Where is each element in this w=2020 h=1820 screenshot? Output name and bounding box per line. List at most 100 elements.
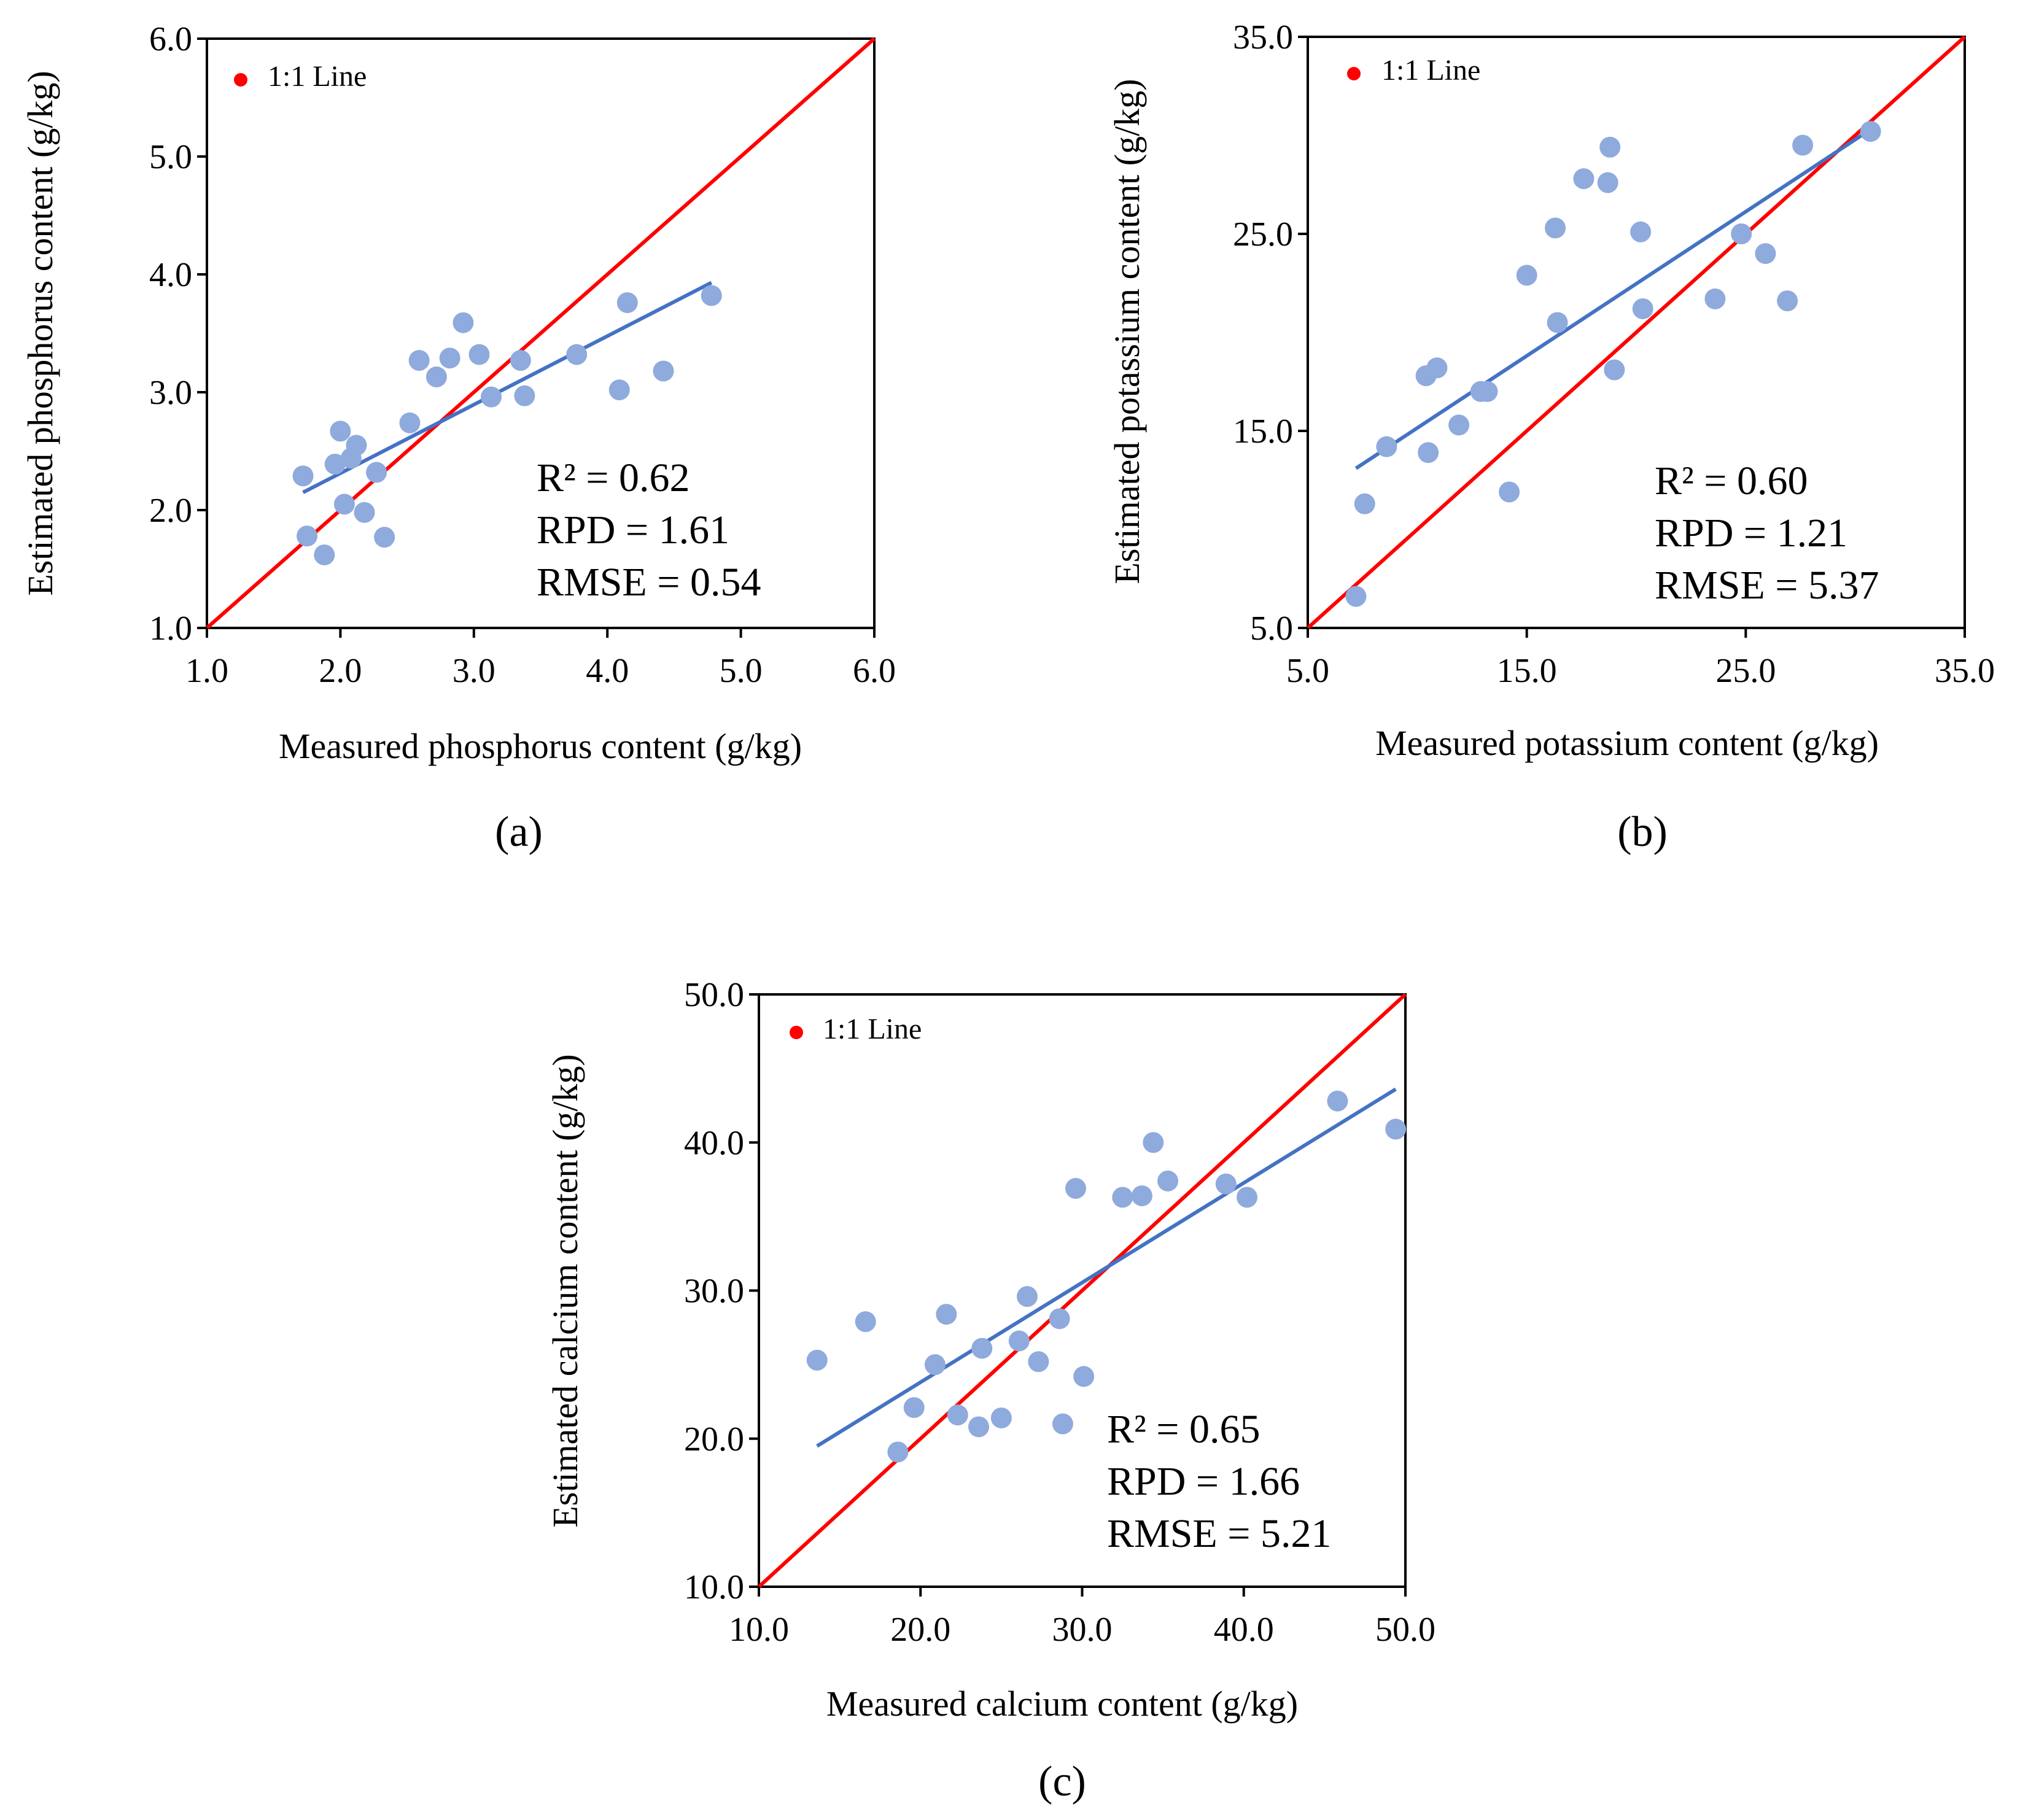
stats-a: R² = 0.62 RPD = 1.61 RMSE = 0.54 [537, 455, 761, 605]
y-tick-label-c: 50.0 [684, 976, 744, 1014]
data-point-c-24 [1327, 1090, 1348, 1112]
data-point-c-2 [855, 1311, 876, 1333]
data-point-c-19 [1131, 1185, 1152, 1207]
panel-a: 1.0 2.0 3.0 4.0 5.0 6.0 1.0 2.0 3.0 4.0 5.0 6.0 1:1… [20, 20, 896, 856]
data-point-a-19 [510, 350, 531, 371]
identity-line-c [757, 993, 1407, 1589]
x-tick-label-a: 5.0 [720, 652, 763, 690]
data-point-b-16 [1599, 136, 1621, 158]
y-tick-label-b: 25.0 [1233, 215, 1293, 254]
data-point-b-14 [1573, 168, 1595, 190]
data-point-c-14 [1049, 1308, 1070, 1330]
data-point-c-18 [1112, 1187, 1133, 1208]
data-point-b-6 [1426, 357, 1448, 379]
legend-marker-a [234, 73, 247, 87]
legend-label-b: 1:1 Line [1381, 54, 1480, 87]
y-tick-label-b: 5.0 [1250, 610, 1293, 648]
stats-c: R² = 0.65 RPD = 1.66 RMSE = 5.21 [1107, 1407, 1331, 1556]
data-point-b-21 [1731, 223, 1752, 244]
y-tick-label-a: 3.0 [149, 374, 192, 412]
x-tick-label-c: 10.0 [729, 1611, 789, 1649]
y-tick-label-a: 5.0 [149, 138, 192, 176]
data-point-c-15 [1052, 1413, 1073, 1435]
data-point-b-11 [1516, 265, 1537, 286]
fit-line-b [1354, 128, 1872, 470]
data-point-a-23 [616, 292, 638, 314]
panel-label-b: (b) [1617, 808, 1668, 856]
data-point-b-17 [1604, 359, 1625, 381]
x-tick-label-a: 6.0 [853, 652, 896, 690]
data-point-b-12 [1545, 217, 1566, 239]
data-point-a-17 [468, 344, 490, 365]
legend-label-a: 1:1 Line [268, 60, 367, 93]
x-tick-label-b: 5.0 [1286, 652, 1329, 690]
identity-line-a [206, 37, 876, 630]
data-point-b-7 [1448, 414, 1470, 436]
data-point-c-9 [971, 1338, 993, 1359]
data-point-b-1 [1345, 586, 1367, 607]
data-point-a-1 [292, 465, 314, 487]
fit-line-a [302, 281, 713, 494]
data-point-b-23 [1777, 290, 1798, 312]
x-axis-label-a: Measured phosphorus content (g/kg) [279, 726, 802, 766]
data-point-b-10 [1499, 481, 1520, 503]
y-tick-label-c: 20.0 [684, 1420, 744, 1458]
data-point-a-2 [297, 525, 318, 547]
stat-rpd-b: RPD = 1.21 [1655, 511, 1847, 556]
data-point-a-5 [330, 420, 351, 442]
data-point-b-25 [1860, 121, 1881, 142]
data-point-b-5 [1418, 442, 1439, 463]
y-axis-label-b: Estimated potassium content (g/kg) [1107, 79, 1147, 584]
data-point-c-20 [1143, 1132, 1164, 1153]
y-axis-label-c: Estimated calcium content (g/kg) [545, 1054, 585, 1527]
data-point-a-4 [324, 454, 346, 475]
data-point-c-4 [903, 1397, 925, 1419]
y-tick-label-c: 10.0 [684, 1568, 744, 1606]
identity-line-b [1306, 35, 1967, 630]
data-point-b-18 [1630, 221, 1652, 242]
stat-rmse-a: RMSE = 0.54 [537, 560, 761, 605]
data-point-b-24 [1792, 134, 1814, 156]
data-point-b-15 [1597, 172, 1618, 193]
x-tick-label-a: 3.0 [453, 652, 495, 690]
data-point-b-9 [1477, 381, 1498, 402]
data-point-a-15 [439, 347, 460, 369]
panel-label-c: (c) [1038, 1758, 1086, 1805]
data-point-c-23 [1237, 1187, 1258, 1208]
y-tick-label-b: 35.0 [1233, 18, 1293, 56]
data-point-c-21 [1157, 1170, 1179, 1191]
plot-area-a [206, 37, 876, 629]
y-tick-label-c: 30.0 [684, 1272, 744, 1311]
stat-rpd-a: RPD = 1.61 [537, 508, 729, 552]
data-point-a-22 [608, 379, 630, 401]
data-point-c-10 [990, 1407, 1012, 1428]
data-point-a-18 [481, 386, 502, 408]
x-tick-label-c: 20.0 [890, 1611, 950, 1649]
legend-marker-c [790, 1026, 803, 1039]
y-tick-label-a: 4.0 [149, 256, 192, 294]
y-tick-label-c: 40.0 [684, 1124, 744, 1162]
data-point-b-13 [1547, 312, 1568, 333]
legend-marker-b [1347, 67, 1361, 80]
data-point-b-3 [1376, 436, 1397, 457]
legend-a: 1:1 Line [234, 60, 367, 93]
stat-rmse-c: RMSE = 5.21 [1107, 1511, 1331, 1556]
data-point-c-16 [1065, 1178, 1086, 1199]
data-point-b-20 [1704, 288, 1726, 309]
data-point-a-13 [408, 350, 430, 371]
data-point-c-1 [806, 1349, 828, 1371]
data-point-a-14 [425, 366, 447, 388]
stat-rpd-c: RPD = 1.66 [1107, 1459, 1300, 1504]
x-tick-label-c: 30.0 [1052, 1611, 1113, 1649]
x-tick-label-b: 15.0 [1497, 652, 1557, 690]
data-point-a-12 [399, 412, 421, 433]
data-point-a-6 [333, 494, 355, 515]
data-point-c-3 [887, 1441, 909, 1463]
panel-label-a: (a) [495, 808, 543, 856]
x-tick-label-a: 1.0 [185, 652, 228, 690]
data-point-c-7 [947, 1404, 968, 1426]
data-point-a-20 [514, 385, 535, 406]
data-point-c-13 [1028, 1351, 1049, 1373]
data-point-b-22 [1755, 243, 1776, 265]
legend-c: 1:1 Line [790, 1013, 922, 1045]
